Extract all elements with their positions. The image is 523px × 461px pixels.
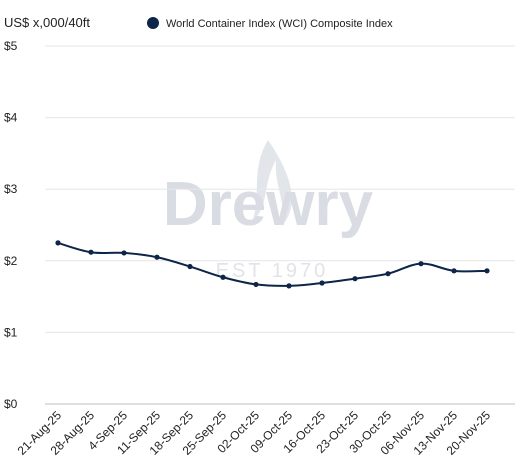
legend: World Container Index (WCI) Composite In… (147, 17, 393, 30)
watermark-brand: Drewry (163, 170, 374, 239)
data-point (154, 254, 160, 260)
data-point (286, 283, 292, 289)
y-tick-label: $2 (4, 254, 18, 268)
series-layer (55, 240, 490, 289)
data-point (187, 263, 193, 270)
y-axis: $0 $1 $2 $3 $4 $5 (4, 39, 18, 411)
data-point (484, 268, 490, 274)
flame-logo-icon (252, 140, 292, 226)
watermark: Drewry EST 1970 (163, 140, 374, 282)
data-point (352, 276, 358, 282)
legend-label: World Container Index (WCI) Composite In… (166, 18, 393, 30)
y-tick-label: $1 (4, 325, 18, 339)
data-point (451, 268, 457, 274)
watermark-tagline: EST 1970 (216, 260, 329, 282)
data-point (253, 281, 259, 288)
data-point (385, 271, 391, 277)
data-point (418, 261, 424, 267)
y-tick-label: $5 (4, 39, 18, 53)
series-line (57, 241, 488, 287)
y-axis-title: US$ x,000/40ft (4, 15, 90, 30)
data-point (121, 250, 127, 256)
data-point (88, 249, 94, 255)
legend-marker (147, 17, 159, 29)
x-axis: 21-Aug-2528-Aug-254-Sep-2511-Sep-2518-Se… (15, 403, 515, 458)
y-tick-label: $4 (4, 111, 18, 125)
grid (45, 45, 515, 333)
y-tick-label: $3 (4, 182, 18, 196)
y-tick-label: $0 (4, 397, 18, 411)
data-point (319, 280, 325, 286)
data-point (220, 274, 226, 280)
data-point (55, 240, 61, 246)
